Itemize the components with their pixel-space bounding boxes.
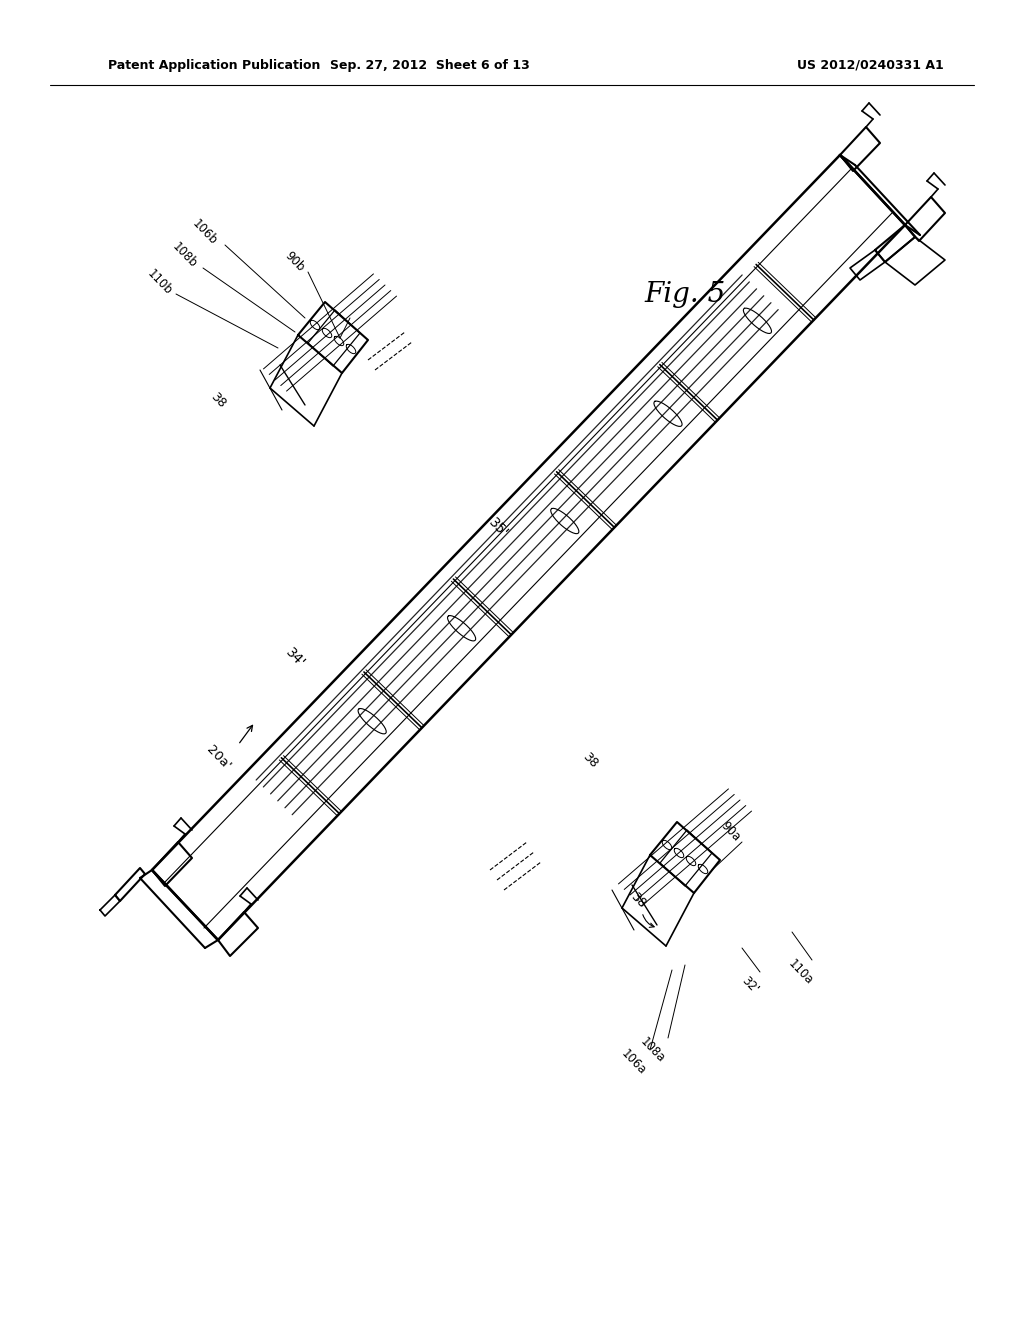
Text: Sep. 27, 2012  Sheet 6 of 13: Sep. 27, 2012 Sheet 6 of 13: [330, 58, 529, 71]
Text: Fig. 5: Fig. 5: [644, 281, 726, 309]
FancyArrowPatch shape: [643, 915, 654, 928]
Text: 32': 32': [739, 974, 761, 997]
Text: 20a': 20a': [204, 743, 232, 772]
Text: US 2012/0240331 A1: US 2012/0240331 A1: [797, 58, 943, 71]
Text: 106a: 106a: [618, 1047, 648, 1077]
Text: 38: 38: [628, 890, 648, 911]
Text: 108a: 108a: [637, 1035, 667, 1065]
Text: Patent Application Publication: Patent Application Publication: [108, 58, 321, 71]
Text: 90b: 90b: [283, 249, 307, 275]
Text: 110b: 110b: [145, 267, 175, 297]
Text: 106b: 106b: [189, 216, 220, 247]
Text: 38: 38: [208, 389, 228, 411]
Text: 90a: 90a: [718, 820, 742, 845]
Text: 34': 34': [283, 645, 307, 671]
Text: 38: 38: [580, 750, 600, 771]
Text: 108b: 108b: [170, 240, 200, 271]
Text: 110a: 110a: [785, 957, 815, 987]
Text: 35': 35': [485, 515, 510, 541]
